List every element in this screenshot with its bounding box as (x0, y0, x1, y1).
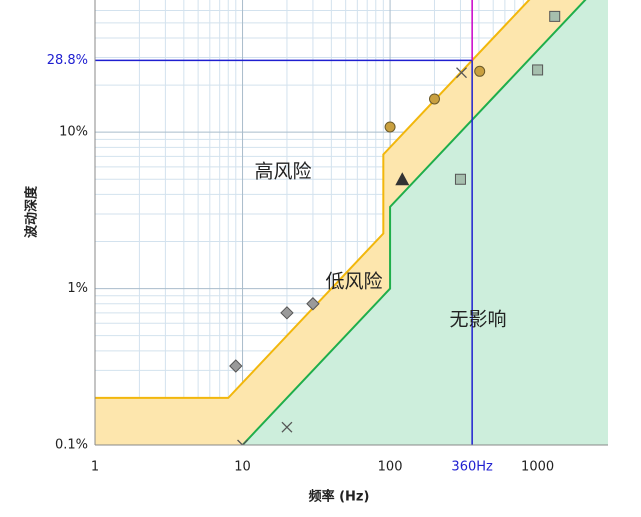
marker (532, 64, 544, 76)
marker (428, 93, 440, 105)
region-label: 无影响 (449, 309, 506, 331)
marker (281, 421, 293, 433)
x-tick-label: 1000 (521, 460, 554, 475)
marker (456, 67, 467, 79)
x-tick-label: 10 (234, 460, 251, 475)
marker (306, 297, 320, 311)
marker (237, 439, 248, 445)
y-tick-label: 0.1% (55, 438, 88, 453)
region-fill (242, 0, 608, 445)
marker (454, 173, 466, 185)
marker (474, 65, 486, 77)
plot-content (95, 0, 608, 445)
x-axis-title: 频率 (Hz) (309, 489, 370, 505)
y-tick-label: 1% (67, 281, 88, 296)
labels: 1 10 100 1000 0.1% 1% 10% 360Hz 28.8% (47, 53, 554, 475)
y-axis-title: 波动深度 (24, 185, 40, 238)
region-label: 高风险 (254, 161, 311, 183)
guide-label: 360Hz (451, 460, 493, 475)
boundary-line (95, 0, 531, 399)
marker (384, 121, 396, 133)
y-tick-label: 10% (59, 125, 88, 140)
guide-label: 28.8% (47, 53, 88, 68)
marker (549, 10, 561, 22)
marker (229, 359, 243, 373)
x-tick-label: 100 (378, 460, 403, 475)
x-tick-label: 1 (91, 460, 99, 475)
marker (280, 306, 294, 320)
region-label: 低风险 (325, 271, 382, 293)
boundary-line (241, 0, 587, 445)
marker (395, 172, 410, 186)
